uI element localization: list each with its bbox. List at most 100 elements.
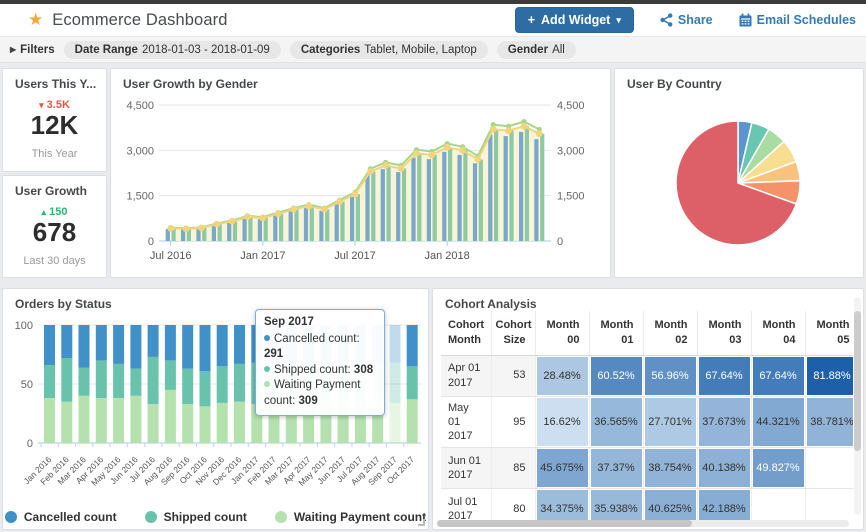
bar-bars-a[interactable]: [334, 203, 339, 242]
bar-bars-b[interactable]: [494, 129, 499, 241]
bar-bars-a[interactable]: [350, 196, 355, 241]
segment-Cancelled count[interactable]: [216, 325, 228, 367]
bar-bars-a[interactable]: [411, 157, 416, 241]
stacked-bar-Oct 2017[interactable]: [406, 325, 418, 443]
segment-Waiting Payment count[interactable]: [216, 402, 228, 443]
segment-Shipped count[interactable]: [113, 363, 125, 399]
bar-bars-b[interactable]: [248, 216, 253, 241]
bar-bars-b[interactable]: [401, 168, 407, 242]
bar-bars-a[interactable]: [457, 154, 462, 241]
segment-Shipped count[interactable]: [199, 371, 211, 407]
scrollbar-thumb[interactable]: [854, 311, 861, 451]
filter-pill-gender[interactable]: Gender All: [496, 40, 576, 59]
bar-bars-a[interactable]: [396, 172, 401, 241]
stacked-bar-May 2016[interactable]: [113, 325, 125, 443]
point-line-b[interactable]: [290, 205, 297, 213]
bar-bars-b[interactable]: [371, 171, 376, 242]
segment-Waiting Payment count[interactable]: [251, 404, 263, 443]
segment-Shipped count[interactable]: [147, 356, 159, 405]
point-line-b[interactable]: [182, 225, 190, 233]
vertical-scrollbar[interactable]: [854, 297, 861, 515]
point-line-b[interactable]: [367, 168, 374, 175]
bar-bars-a[interactable]: [426, 159, 431, 241]
bar-bars-a[interactable]: [288, 210, 293, 241]
point-line-b[interactable]: [505, 127, 512, 135]
bar-bars-b[interactable]: [524, 126, 529, 241]
segment-Shipped count[interactable]: [216, 366, 228, 403]
bar-bars-a[interactable]: [472, 163, 478, 241]
bar-bars-a[interactable]: [442, 151, 447, 241]
segment-Waiting Payment count[interactable]: [95, 398, 107, 443]
point-line-b[interactable]: [320, 205, 328, 213]
point-line-b[interactable]: [305, 202, 313, 210]
point-line-b[interactable]: [474, 156, 482, 163]
legend-item-waiting-payment-count[interactable]: Waiting Payment count: [274, 510, 426, 524]
point-line-b[interactable]: [259, 214, 267, 222]
stacked-bar-Feb 2016[interactable]: [61, 325, 73, 443]
add-widget-button[interactable]: + Add Widget ▾: [514, 7, 634, 33]
bar-bars-a[interactable]: [273, 215, 278, 241]
segment-Waiting Payment count[interactable]: [199, 406, 211, 443]
segment-Cancelled count[interactable]: [234, 325, 245, 364]
point-line-a[interactable]: [490, 122, 496, 128]
segment-Cancelled count[interactable]: [389, 325, 401, 363]
bar-bars-a[interactable]: [303, 208, 309, 241]
segment-Cancelled count[interactable]: [147, 325, 159, 357]
point-line-b[interactable]: [274, 210, 282, 218]
segment-Waiting Payment count[interactable]: [182, 404, 194, 443]
bar-bars-b[interactable]: [509, 130, 514, 241]
point-line-b[interactable]: [489, 125, 497, 133]
star-icon[interactable]: ★: [28, 10, 44, 29]
segment-Waiting Payment count[interactable]: [268, 401, 280, 443]
bar-bars-b[interactable]: [463, 150, 468, 241]
bar-bars-b[interactable]: [294, 209, 299, 241]
stacked-bar-Jan 2016[interactable]: [44, 325, 55, 443]
segment-Shipped count[interactable]: [61, 358, 73, 402]
bar-bars-b[interactable]: [186, 228, 191, 241]
segment-Cancelled count[interactable]: [182, 325, 194, 369]
segment-Cancelled count[interactable]: [164, 325, 176, 361]
segment-Cancelled count[interactable]: [113, 325, 125, 364]
bar-bars-a[interactable]: [319, 210, 324, 241]
segment-Cancelled count[interactable]: [130, 325, 142, 369]
bar-bars-b[interactable]: [202, 228, 207, 241]
segment-Cancelled count[interactable]: [44, 325, 55, 366]
point-line-b[interactable]: [397, 165, 405, 172]
point-line-b[interactable]: [167, 224, 175, 232]
bar-bars-b[interactable]: [540, 133, 545, 241]
stacked-bar-Apr 2016[interactable]: [95, 325, 107, 443]
bar-bars-b[interactable]: [432, 154, 437, 241]
segment-Waiting Payment count[interactable]: [44, 398, 55, 443]
bar-bars-b[interactable]: [448, 147, 453, 241]
segment-Shipped count[interactable]: [95, 360, 107, 399]
segment-Shipped count[interactable]: [406, 366, 418, 400]
segment-Waiting Payment count[interactable]: [406, 399, 418, 443]
bar-bars-b[interactable]: [217, 224, 222, 241]
stacked-bar-Aug 2016[interactable]: [164, 325, 176, 443]
point-line-b[interactable]: [336, 198, 343, 206]
segment-Waiting Payment count[interactable]: [147, 404, 159, 443]
segment-Waiting Payment count[interactable]: [234, 401, 245, 443]
bar-bars-a[interactable]: [365, 174, 370, 241]
point-line-b[interactable]: [535, 130, 543, 138]
bar-bars-a[interactable]: [227, 222, 232, 241]
point-line-b[interactable]: [228, 218, 236, 225]
segment-Waiting Payment count[interactable]: [61, 401, 73, 443]
bar-bars-b[interactable]: [232, 221, 238, 241]
segment-Cancelled count[interactable]: [61, 325, 73, 358]
horizontal-scrollbar[interactable]: [437, 520, 849, 527]
bar-bars-a[interactable]: [257, 219, 262, 241]
stacked-bar-Nov 2016[interactable]: [216, 325, 228, 443]
scrollbar-thumb[interactable]: [437, 520, 693, 527]
filter-pill-date-range[interactable]: Date Range 2018-01-03 - 2018-01-09: [63, 40, 281, 59]
bar-bars-a[interactable]: [503, 136, 508, 241]
bar-bars-b[interactable]: [279, 213, 284, 241]
point-line-b[interactable]: [244, 213, 251, 221]
bar-bars-a[interactable]: [380, 169, 385, 241]
point-line-b[interactable]: [198, 224, 205, 232]
bar-bars-b[interactable]: [386, 165, 391, 241]
filter-pill-categories[interactable]: Categories Tablet, Mobile, Laptop: [289, 40, 488, 59]
segment-Waiting Payment count[interactable]: [354, 404, 366, 443]
segment-Waiting Payment count[interactable]: [320, 401, 332, 443]
bar-bars-a[interactable]: [242, 218, 247, 241]
